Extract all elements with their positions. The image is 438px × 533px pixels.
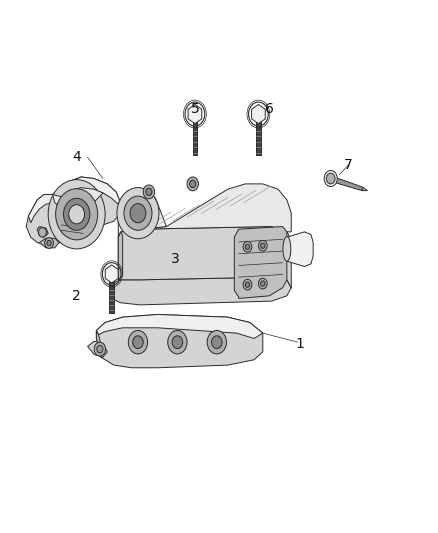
Polygon shape	[287, 232, 313, 266]
Circle shape	[146, 188, 152, 196]
Circle shape	[245, 282, 250, 287]
Circle shape	[94, 342, 106, 356]
Polygon shape	[28, 177, 120, 223]
Polygon shape	[96, 314, 263, 338]
Polygon shape	[362, 187, 367, 191]
Polygon shape	[118, 232, 123, 280]
Circle shape	[243, 241, 252, 252]
Circle shape	[130, 204, 146, 223]
Circle shape	[64, 198, 90, 230]
Circle shape	[143, 185, 155, 199]
Polygon shape	[26, 177, 120, 245]
Circle shape	[324, 171, 337, 187]
Circle shape	[172, 336, 183, 349]
Circle shape	[326, 173, 335, 184]
Circle shape	[261, 281, 265, 286]
Polygon shape	[37, 227, 48, 237]
Polygon shape	[330, 176, 363, 191]
Polygon shape	[88, 341, 107, 357]
Circle shape	[117, 188, 159, 239]
Circle shape	[133, 336, 143, 349]
Polygon shape	[110, 277, 291, 305]
Polygon shape	[96, 314, 263, 368]
Circle shape	[69, 205, 85, 224]
Circle shape	[190, 180, 196, 188]
Text: 4: 4	[72, 150, 81, 164]
Polygon shape	[53, 188, 103, 209]
Polygon shape	[118, 184, 291, 237]
Circle shape	[187, 177, 198, 191]
Circle shape	[258, 278, 267, 289]
Text: 2: 2	[72, 289, 81, 303]
Circle shape	[48, 180, 105, 249]
Circle shape	[124, 196, 152, 230]
Polygon shape	[118, 192, 166, 237]
Circle shape	[261, 243, 265, 248]
Text: 1: 1	[296, 337, 304, 351]
Polygon shape	[193, 117, 197, 155]
Polygon shape	[234, 227, 287, 298]
Circle shape	[97, 345, 103, 353]
Polygon shape	[188, 104, 202, 124]
Polygon shape	[39, 238, 59, 248]
Polygon shape	[118, 227, 291, 288]
Text: 7: 7	[344, 158, 353, 172]
Text: 3: 3	[171, 252, 180, 265]
Circle shape	[128, 330, 148, 354]
Ellipse shape	[283, 237, 291, 261]
Circle shape	[47, 240, 51, 246]
Circle shape	[243, 279, 252, 290]
Polygon shape	[256, 117, 261, 155]
Circle shape	[45, 238, 53, 248]
Polygon shape	[105, 265, 118, 283]
Circle shape	[212, 336, 222, 349]
Text: 6: 6	[265, 102, 274, 116]
Circle shape	[258, 240, 267, 251]
Polygon shape	[110, 277, 114, 313]
Circle shape	[56, 189, 98, 240]
Circle shape	[168, 330, 187, 354]
Circle shape	[207, 330, 226, 354]
Polygon shape	[251, 104, 265, 124]
Circle shape	[39, 228, 46, 237]
Polygon shape	[96, 330, 103, 357]
Text: 5: 5	[191, 102, 199, 116]
Circle shape	[245, 244, 250, 249]
